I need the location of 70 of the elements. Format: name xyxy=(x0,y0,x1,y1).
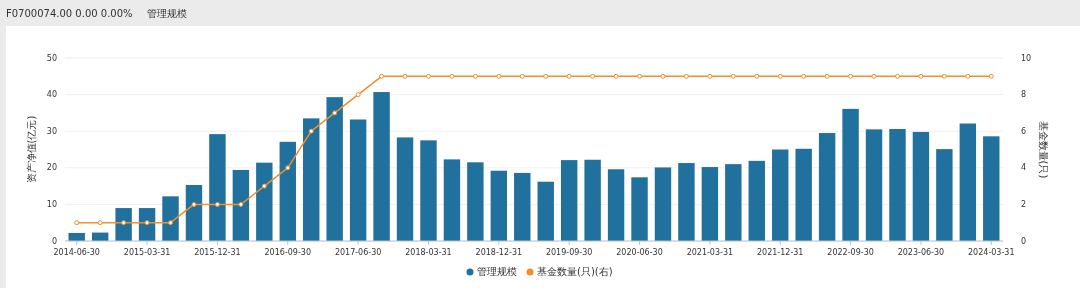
bar xyxy=(349,119,367,241)
x-tick-label: 2017-06-30 xyxy=(334,248,382,257)
y-tick-label: 20 xyxy=(46,163,57,173)
y2-tick-label: 0 xyxy=(1021,236,1027,246)
y-tick-label: 40 xyxy=(46,90,57,100)
bar xyxy=(795,148,812,241)
bar xyxy=(490,170,508,241)
bar xyxy=(514,172,531,241)
x-tick-label: 2015-12-31 xyxy=(194,248,241,257)
x-tick-label: 2020-06-30 xyxy=(616,248,663,257)
y-tick-label: 30 xyxy=(46,126,57,136)
y2-tick-label: 6 xyxy=(1021,126,1027,136)
bar xyxy=(115,208,132,241)
x-tick-label: 2021-03-31 xyxy=(686,248,734,257)
bar xyxy=(772,149,789,241)
bar xyxy=(396,137,414,241)
bar xyxy=(959,123,977,241)
x-tick-label: 2018-12-31 xyxy=(475,248,523,257)
bar xyxy=(537,181,554,241)
x-tick-label: 2014-06-30 xyxy=(53,248,100,257)
bar xyxy=(209,134,226,241)
x-tick-label: 2015-03-31 xyxy=(123,248,171,257)
bar xyxy=(701,167,719,241)
x-tick-label: 2021-12-31 xyxy=(756,248,804,257)
bar xyxy=(420,140,437,241)
bar xyxy=(818,133,836,241)
y2-tick-label: 10 xyxy=(1021,53,1032,63)
bar xyxy=(748,160,765,241)
y-tick-label: 0 xyxy=(51,236,57,246)
chart-subtitle: F0700074.00 0.00 0.00% xyxy=(6,8,133,19)
y2-axis-title: 基金数量(只) xyxy=(1038,120,1049,179)
bar xyxy=(232,170,250,241)
bar xyxy=(631,177,648,241)
bar xyxy=(936,149,953,241)
bar xyxy=(138,208,156,241)
bar xyxy=(842,108,859,241)
x-tick-label: 2018-03-31 xyxy=(405,248,452,257)
y2-tick-label: 2 xyxy=(1021,199,1027,209)
x-tick-label: 2019-09-30 xyxy=(545,248,593,257)
bar xyxy=(326,97,343,241)
chart-title: 管理规模 xyxy=(146,8,187,19)
y2-tick-label: 8 xyxy=(1021,90,1027,100)
bar xyxy=(865,129,883,241)
bar xyxy=(443,159,461,241)
bar xyxy=(678,163,695,241)
legend-label: 管理规模 xyxy=(477,266,517,277)
bar xyxy=(303,118,320,241)
bar xyxy=(654,167,672,241)
x-tick-label: 2023-06-30 xyxy=(897,248,945,257)
bar xyxy=(279,141,296,241)
bar xyxy=(560,160,578,241)
x-tick-label: 2022-09-30 xyxy=(827,248,874,257)
bar xyxy=(373,92,390,241)
bar xyxy=(185,185,203,241)
y-tick-label: 10 xyxy=(46,199,57,209)
bar xyxy=(584,159,601,241)
bar xyxy=(889,129,906,241)
bar xyxy=(912,131,930,241)
y2-tick-label: 4 xyxy=(1021,163,1027,173)
bar xyxy=(256,162,273,241)
bar xyxy=(983,136,1000,241)
bar xyxy=(725,164,742,241)
bar xyxy=(162,196,179,241)
y-tick-label: 50 xyxy=(46,53,57,63)
x-tick-label: 2024-03-31 xyxy=(968,248,1015,257)
legend-label: 基金数量(只)(右) xyxy=(537,266,613,277)
x-tick-label: 2016-09-30 xyxy=(264,248,312,257)
y-axis-title: 资产净值(亿元) xyxy=(26,115,37,184)
bar xyxy=(467,162,484,241)
bar xyxy=(607,169,625,241)
